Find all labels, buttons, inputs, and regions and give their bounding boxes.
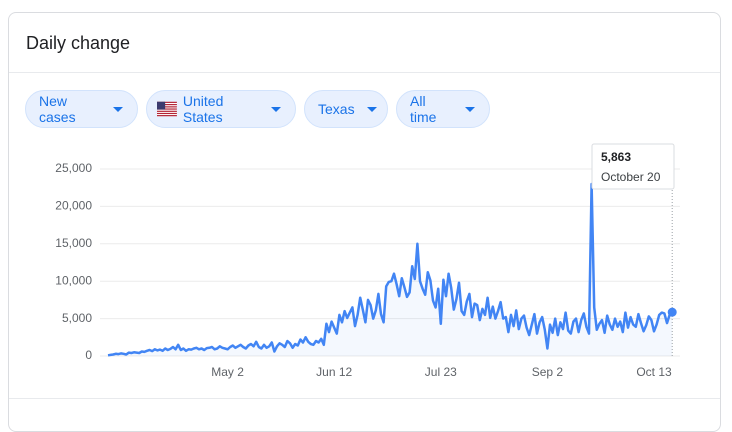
chip-text: All time	[410, 93, 437, 125]
page: Daily change New cases United States Tex…	[8, 12, 721, 432]
y-tick-label: 25,000	[55, 161, 92, 175]
tooltip-value: 5,863	[601, 150, 631, 164]
x-tick-label: May 2	[211, 365, 244, 379]
x-tick-label: Sep 2	[532, 365, 564, 379]
y-tick-label: 10,000	[55, 273, 92, 287]
card-title: Daily change	[26, 33, 131, 53]
country-dropdown[interactable]: United States	[146, 90, 296, 128]
chip-text: Texas	[318, 101, 355, 117]
state-dropdown[interactable]: Texas	[304, 90, 388, 128]
x-tick-label: Jul 23	[425, 365, 457, 379]
dropdown-arrow	[366, 106, 377, 112]
range-dropdown[interactable]: All time	[396, 90, 490, 128]
area	[108, 184, 673, 356]
y-tick-label: 20,000	[55, 199, 92, 213]
chart: 0 5,000 10,000 15,000 20,000 25,000 May 2 Jun 1…	[55, 143, 680, 379]
y-tick-label: 0	[85, 348, 92, 362]
chip-text: New cases	[39, 93, 76, 125]
dropdown-arrow	[271, 106, 281, 112]
tooltip-date: October 20	[601, 170, 661, 184]
separator	[9, 72, 720, 73]
card: Daily change New cases United States Tex…	[8, 12, 721, 432]
y-tick-label: 5,000	[62, 311, 92, 325]
chip-text: United States	[182, 93, 224, 125]
dropdown-arrow	[113, 106, 123, 112]
tooltip-box	[591, 143, 675, 190]
hover-dot	[667, 307, 677, 317]
line	[107, 182, 674, 357]
dropdown-arrow	[465, 106, 475, 112]
x-tick-label: Oct 13	[636, 365, 672, 379]
us-flag	[157, 101, 177, 117]
y-tick-label: 15,000	[55, 236, 92, 250]
metric-dropdown[interactable]: New cases	[25, 90, 138, 128]
tooltip: 5,863 October 20	[591, 143, 675, 190]
separator	[9, 398, 720, 399]
x-tick-label: Jun 12	[316, 365, 352, 379]
